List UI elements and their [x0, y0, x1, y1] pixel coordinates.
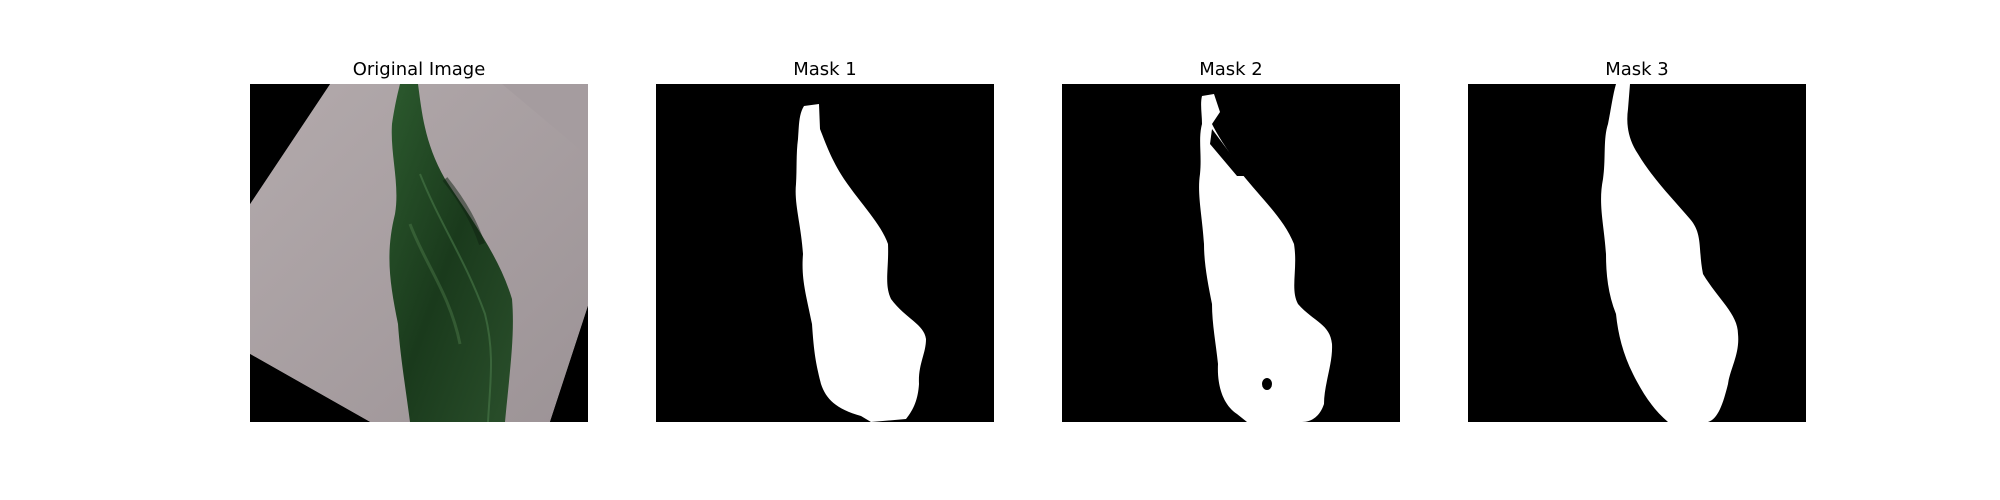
leaf	[389, 84, 513, 422]
mask-2-region	[1199, 94, 1333, 422]
mask-1-region	[795, 104, 926, 422]
mask-1-image	[656, 84, 994, 422]
mask-3-image	[1468, 84, 1806, 422]
panel-title-mask-1: Mask 1	[793, 59, 857, 80]
panel-title-mask-2: Mask 2	[1199, 59, 1263, 80]
mask-2-canvas	[1062, 84, 1400, 422]
mask-3-region	[1601, 84, 1739, 422]
mask-3-canvas	[1468, 84, 1806, 422]
original-image	[250, 84, 588, 422]
panel-title-mask-3: Mask 3	[1605, 59, 1669, 80]
panel-title-original: Original Image	[352, 59, 486, 80]
mask-2-image	[1062, 84, 1400, 422]
original-image-canvas	[250, 84, 588, 422]
mask-1-canvas	[656, 84, 994, 422]
